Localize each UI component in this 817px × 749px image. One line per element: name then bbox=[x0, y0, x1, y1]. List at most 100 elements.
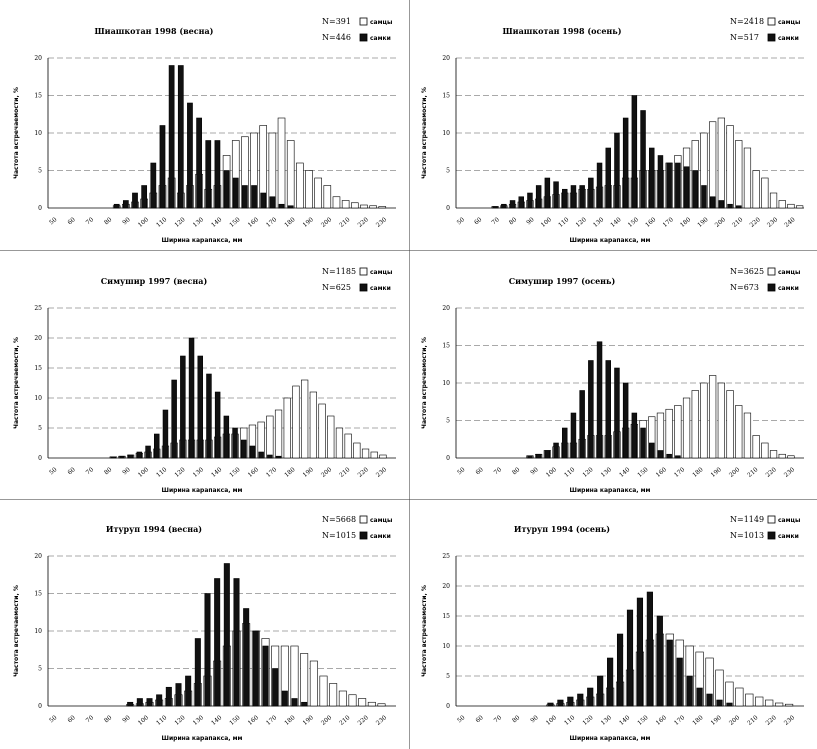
y-tick-label: 5 bbox=[446, 418, 450, 425]
x-tick-label: 80 bbox=[103, 714, 113, 724]
bar-female bbox=[232, 427, 238, 459]
x-tick-label: 130 bbox=[600, 714, 613, 727]
x-tick-label: 130 bbox=[192, 216, 205, 229]
chart-title: Итуруп 1994 (осень) bbox=[514, 524, 610, 534]
bar-male bbox=[778, 453, 786, 459]
x-tick-label: 80 bbox=[511, 714, 521, 724]
y-tick-label: 10 bbox=[34, 130, 42, 137]
chart-title: Симушир 1997 (весна) bbox=[101, 276, 208, 286]
bar-female bbox=[146, 698, 153, 707]
x-axis-label: Ширина карапакса, мм bbox=[570, 735, 651, 742]
x-tick-label: 90 bbox=[121, 714, 131, 724]
n-female-label: N=1015 bbox=[322, 531, 356, 540]
bar-female bbox=[605, 360, 611, 459]
legend-label-female: самки bbox=[370, 285, 391, 292]
y-axis-label: Частота встречаемости, % bbox=[421, 87, 428, 179]
bar-male bbox=[351, 202, 359, 209]
y-tick-label: 10 bbox=[442, 643, 450, 650]
n-male-label: N=5668 bbox=[322, 515, 356, 524]
bar-female bbox=[243, 608, 250, 707]
x-tick-label: 130 bbox=[192, 714, 205, 727]
chart-panel-simushir-spring: Симушир 1997 (весна) N=1185 N=625 самцы самк… bbox=[4, 252, 408, 500]
bar-male bbox=[367, 701, 376, 707]
y-tick-label: 5 bbox=[38, 666, 42, 673]
legend-swatch-male bbox=[359, 17, 368, 26]
x-tick-label: 50 bbox=[48, 466, 58, 476]
bar-male bbox=[360, 204, 368, 209]
bar-male bbox=[709, 375, 717, 459]
chart-svg: Шиашкотан 1998 (осень) N=2418 N=517 самцы са… bbox=[421, 17, 804, 244]
x-tick-label: 230 bbox=[783, 714, 796, 727]
bar-male bbox=[717, 117, 725, 209]
bar-female bbox=[301, 701, 308, 707]
y-tick-label: 25 bbox=[442, 553, 450, 560]
bar-female bbox=[709, 196, 716, 209]
bar-male bbox=[735, 140, 743, 209]
bar-male bbox=[787, 203, 795, 209]
chart-title: Шиашкотан 1998 (весна) bbox=[95, 26, 214, 36]
x-tick-label: 240 bbox=[783, 216, 796, 229]
bar-female bbox=[692, 170, 698, 209]
x-tick-label: 60 bbox=[473, 216, 483, 226]
bar-female bbox=[649, 442, 655, 459]
y-tick-label: 15 bbox=[34, 591, 42, 598]
bar-female bbox=[547, 702, 554, 707]
bar-female bbox=[631, 95, 638, 209]
x-tick-label: 70 bbox=[493, 714, 503, 724]
bar-female bbox=[622, 382, 629, 459]
x-tick-label: 190 bbox=[696, 216, 709, 229]
x-tick-label: 70 bbox=[85, 466, 95, 476]
y-tick-label: 15 bbox=[442, 93, 450, 100]
y-tick-label: 0 bbox=[38, 205, 42, 212]
bar-female bbox=[249, 445, 256, 459]
x-tick-label: 60 bbox=[474, 714, 484, 724]
y-axis-label: Частота встречаемости, % bbox=[421, 585, 428, 677]
x-tick-label: 120 bbox=[173, 466, 186, 479]
bar-male bbox=[778, 200, 786, 209]
x-tick-label: 120 bbox=[581, 466, 594, 479]
scan-line bbox=[0, 250, 817, 251]
bar-female bbox=[194, 638, 201, 707]
x-tick-label: 180 bbox=[691, 466, 704, 479]
y-tick-label: 20 bbox=[34, 335, 42, 342]
bar-female bbox=[683, 166, 690, 209]
bar-female bbox=[113, 203, 120, 209]
bar-female bbox=[136, 698, 143, 707]
bar-male bbox=[379, 454, 387, 459]
x-tick-label: 220 bbox=[765, 466, 778, 479]
y-tick-label: 20 bbox=[34, 553, 42, 560]
x-tick-label: 110 bbox=[155, 466, 168, 479]
bar-female bbox=[553, 181, 559, 209]
bar-female bbox=[252, 630, 259, 707]
bar-female bbox=[188, 337, 195, 459]
legend-label-male: самцы bbox=[778, 19, 800, 26]
x-tick-label: 60 bbox=[66, 714, 76, 724]
x-tick-label: 210 bbox=[338, 466, 351, 479]
x-tick-label: 180 bbox=[691, 714, 704, 727]
bar-female bbox=[588, 360, 594, 459]
y-tick-label: 0 bbox=[38, 455, 42, 462]
bar-female bbox=[570, 412, 577, 459]
bar-male bbox=[309, 660, 318, 707]
x-tick-label: 150 bbox=[228, 466, 241, 479]
x-tick-label: 210 bbox=[338, 216, 351, 229]
y-axis-label: Частота встречаемости, % bbox=[421, 337, 428, 429]
y-tick-label: 15 bbox=[34, 365, 42, 372]
bar-female bbox=[267, 454, 273, 459]
x-tick-label: 200 bbox=[320, 466, 333, 479]
bar-female bbox=[640, 110, 646, 209]
x-tick-label: 70 bbox=[85, 216, 95, 226]
bar-female bbox=[607, 657, 614, 707]
chart-panel-iturup-spring: Итуруп 1994 (весна) N=5668 N=1015 самцы самк… bbox=[4, 500, 408, 748]
bar-female bbox=[162, 409, 169, 459]
x-tick-label: 190 bbox=[302, 466, 315, 479]
bar-female bbox=[726, 702, 733, 707]
bar-female bbox=[666, 639, 673, 707]
x-tick-label: 100 bbox=[545, 714, 558, 727]
bar-male bbox=[338, 690, 347, 707]
bar-male bbox=[765, 699, 774, 707]
bar-female bbox=[269, 196, 276, 209]
bar-female bbox=[579, 185, 585, 209]
x-tick-label: 170 bbox=[662, 216, 675, 229]
bar-female bbox=[110, 456, 116, 459]
